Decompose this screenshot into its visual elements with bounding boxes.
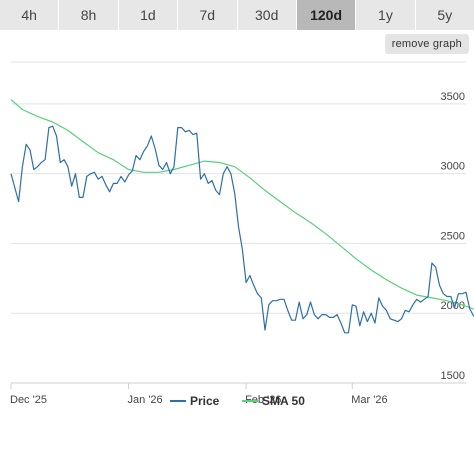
remove-graph-button[interactable]: remove graph [384, 34, 469, 54]
tab-30d[interactable]: 30d [237, 0, 297, 30]
sma-50-line [10, 99, 474, 310]
x-tick-label: Mar '26 [351, 394, 387, 406]
tab-7d[interactable]: 7d [178, 0, 238, 30]
timeframe-tabs: 4h 8h 1d 7d 30d 120d 1y 5y [0, 0, 474, 30]
price-line [10, 125, 474, 334]
y-tick-label: 3000 [441, 161, 465, 173]
tab-120d[interactable]: 120d [296, 0, 357, 30]
x-tick-label: Jan '26 [128, 394, 163, 406]
tab-5y[interactable]: 5y [415, 0, 474, 30]
y-tick-label: 1500 [441, 370, 465, 382]
legend-sma-50-label: SMA 50 [262, 394, 305, 408]
y-tick-label: 2000 [441, 300, 465, 312]
tab-1y[interactable]: 1y [356, 0, 416, 30]
tab-4h[interactable]: 4h [0, 0, 60, 30]
legend-price-label: Price [190, 394, 220, 408]
y-tick-label: 3500 [441, 91, 465, 103]
tab-8h[interactable]: 8h [59, 0, 119, 30]
y-tick-label: 2500 [441, 230, 465, 242]
x-tick-label: Feb '26 [245, 394, 281, 406]
x-tick-label: Dec '25 [10, 394, 47, 406]
tab-1d[interactable]: 1d [118, 0, 179, 30]
